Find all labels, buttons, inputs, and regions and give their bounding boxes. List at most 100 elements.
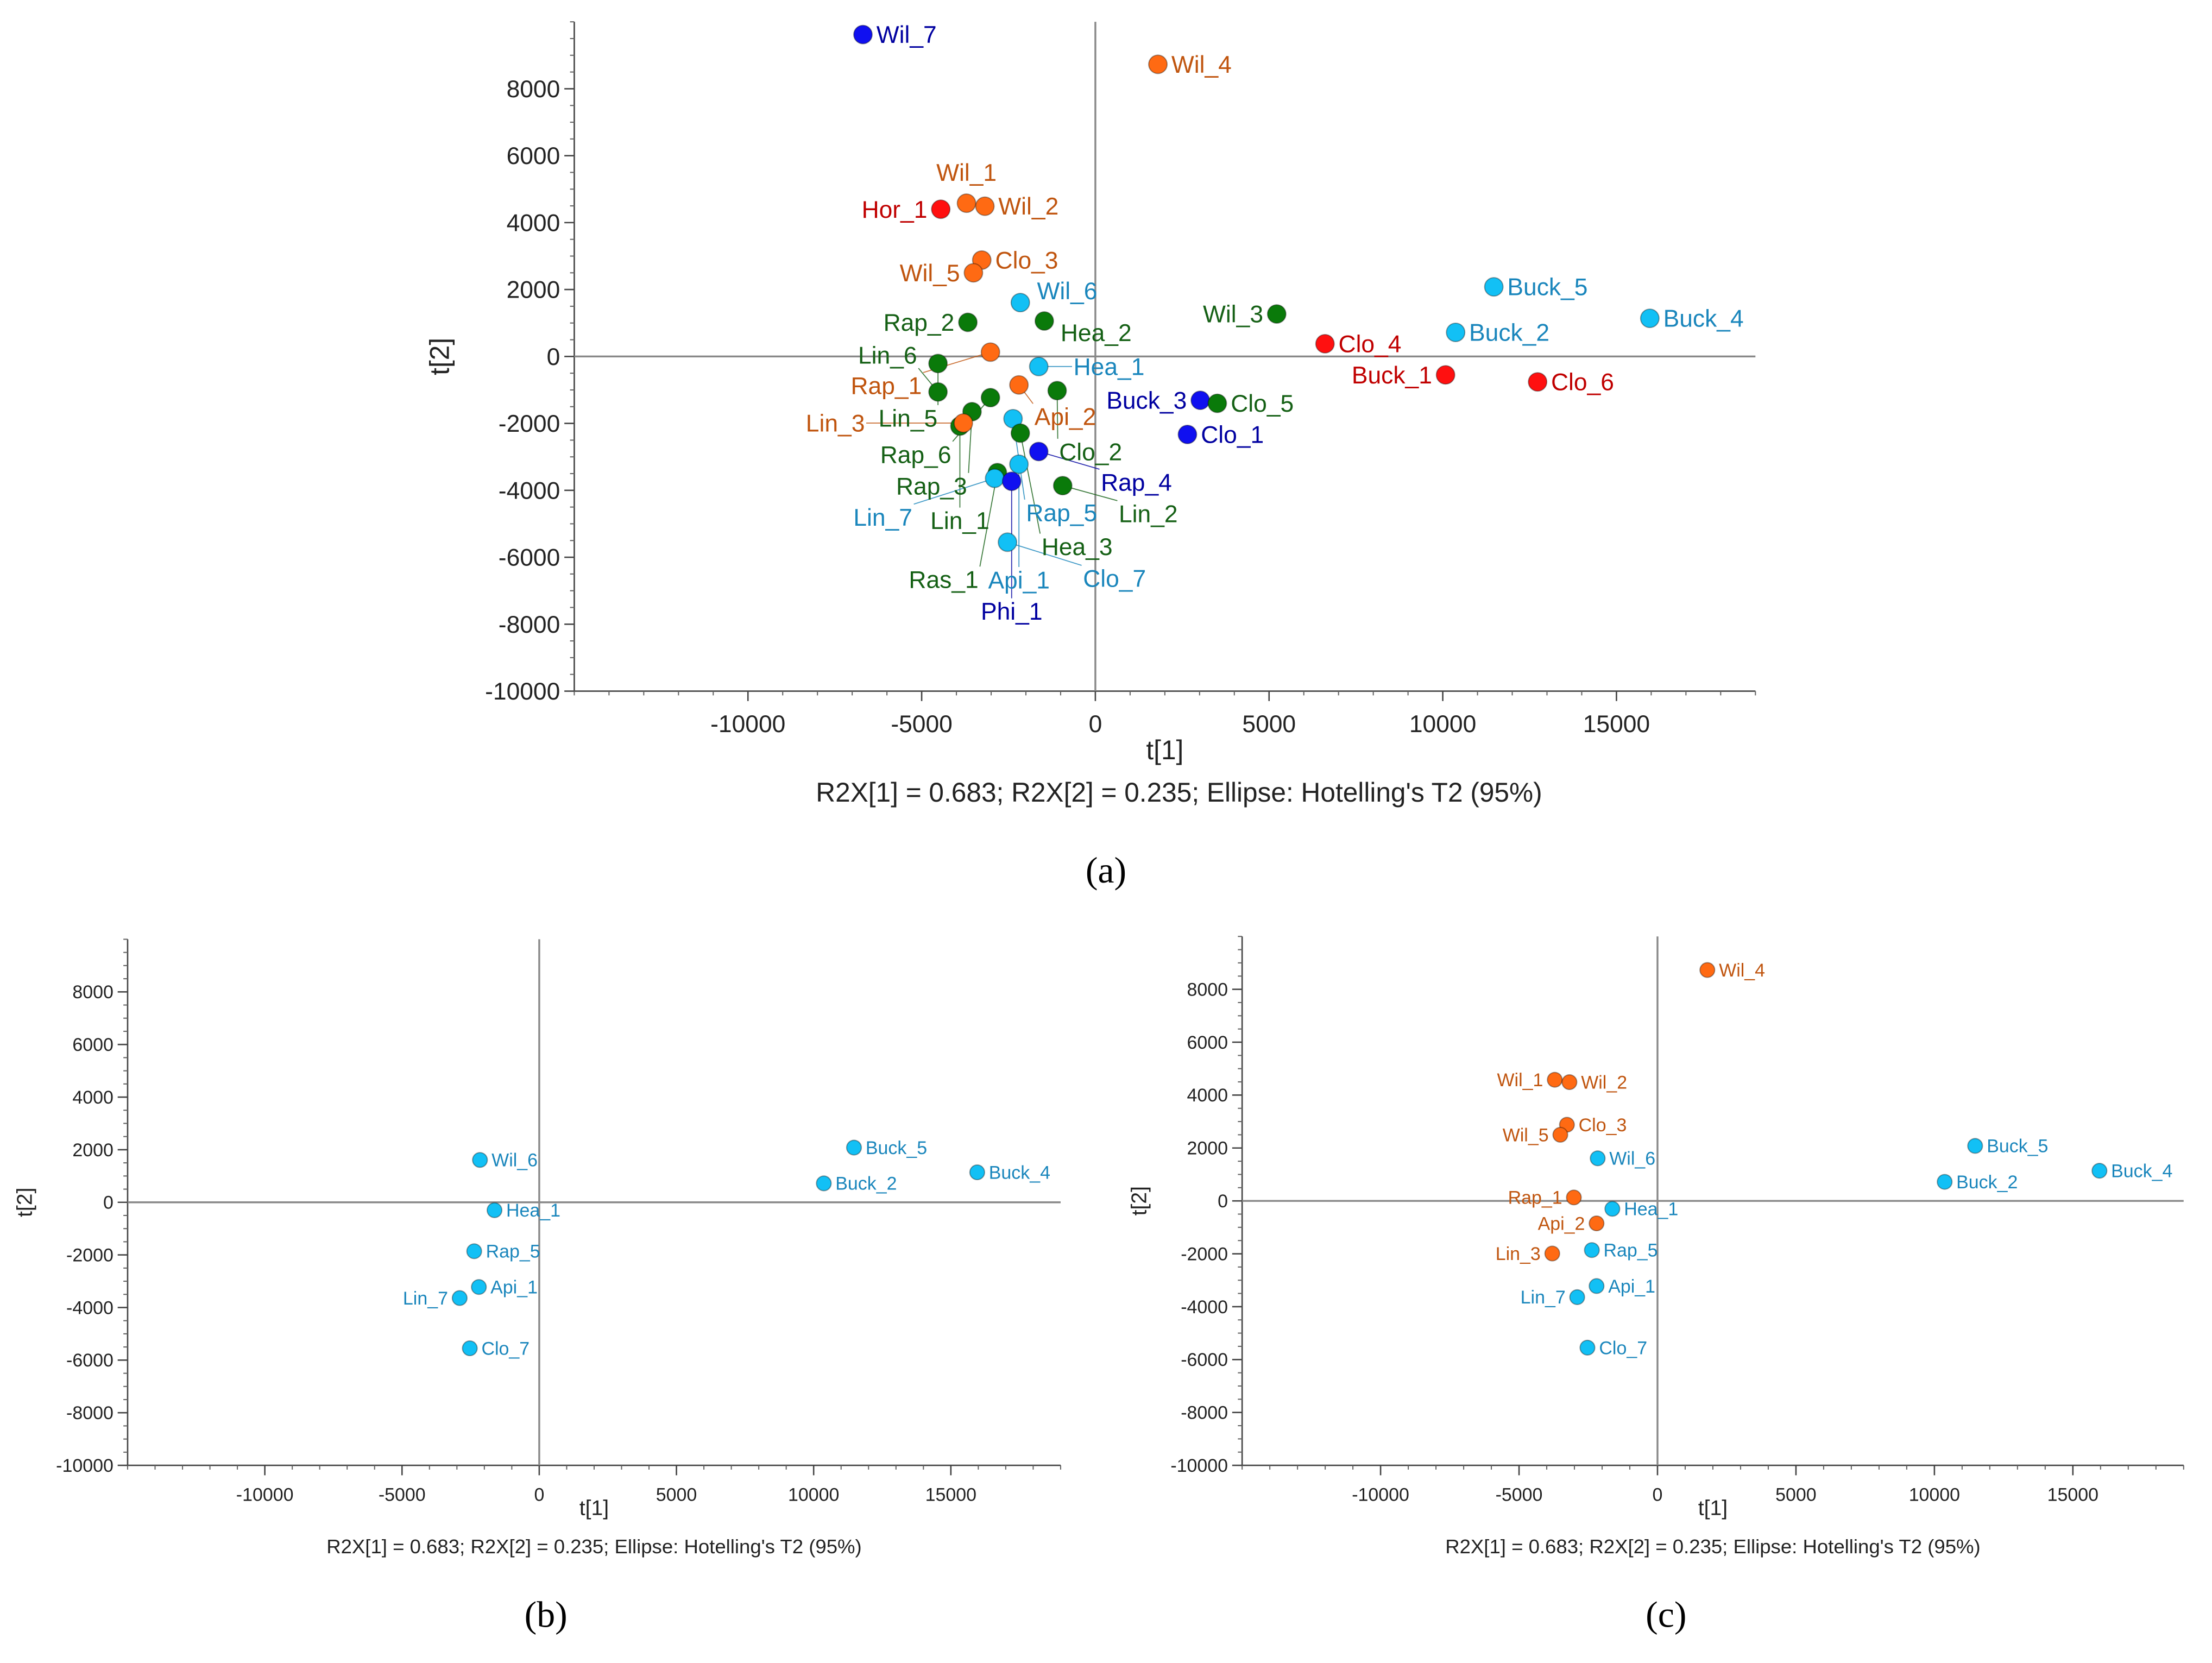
data-label: Wil_6 [1037,278,1098,305]
y-tick-label: 0 [1218,1191,1228,1212]
data-point-wil_6 [1010,293,1030,313]
data-label: Wil_6 [1609,1149,1655,1169]
data-label: Wil_2 [1581,1072,1627,1093]
data-label: Buck_2 [835,1174,897,1194]
panel-caption: (a) [1086,850,1126,891]
data-point-clo_7 [998,532,1018,552]
data-label: Lin_7 [403,1288,448,1309]
y-tick-label: -10000 [1170,1456,1228,1476]
scatter-panel-c: -10000 -8000 -6000 -4000 -2000 0 2000 4000 6000 8… [1128,936,2184,1635]
y-tick-label: -10000 [485,678,560,705]
x-axis-label: t[1] [579,1496,609,1520]
y-tick-label: -4000 [499,477,560,504]
data-label: Wil_6 [491,1150,538,1171]
y-axis-label: t[2] [1128,1186,1151,1215]
data-label: Api_2 [1035,404,1096,431]
data-point-rap_2 [958,312,978,332]
data-label: Clo_4 [1339,331,1402,357]
data-point-hor_1 [931,199,951,219]
x-tick-label: 5000 [1242,711,1296,738]
data-point-buck_4 [1640,308,1660,329]
data-label: Lin_3 [1496,1244,1541,1264]
data-label: Rap_2 [884,310,955,336]
data-point-lin_3 [1544,1245,1560,1262]
x-tick-label: 15000 [925,1484,976,1505]
data-label: Clo_7 [1599,1338,1647,1358]
label-leader-line [1007,541,1082,566]
y-tick-label: 8000 [1187,979,1228,1000]
data-point-buck_3 [1190,390,1211,411]
x-tick-label: -10000 [1352,1484,1409,1505]
y-axis-label: t[2] [425,338,455,375]
data-point-lin_7 [451,1290,468,1306]
data-label: Lin_3 [806,411,865,437]
data-label: Clo_2 [1059,439,1122,465]
y-tick-label: -2000 [66,1245,114,1265]
data-label: Buck_5 [1507,274,1587,301]
data-point-api_2 [1589,1215,1605,1232]
data-point-hea_1 [1604,1201,1621,1217]
data-point-wil_7 [853,24,873,45]
data-point-lin_7 [1569,1289,1585,1306]
x-axis-label: t[1] [1698,1496,1728,1520]
data-label: Api_1 [988,568,1050,594]
panel-caption: (b) [525,1595,568,1635]
data-label: Wil_3 [1203,301,1263,328]
y-tick-label: -2000 [499,411,560,437]
data-label: Lin_6 [858,342,917,369]
data-label: Lin_7 [853,505,912,531]
y-tick-label: 6000 [507,143,560,169]
y-tick-label: 4000 [1187,1085,1228,1106]
data-label: Rap_5 [1604,1240,1658,1261]
y-tick-label: -10000 [56,1456,114,1476]
data-point-buck_5 [846,1139,862,1156]
data-label: Buck_1 [1352,362,1432,389]
label-leader-line [1062,485,1118,501]
chart-footer: R2X[1] = 0.683; R2X[2] = 0.235; Ellipse:… [326,1535,862,1558]
data-label: Clo_5 [1231,390,1294,417]
data-label: Hea_1 [506,1200,560,1221]
data-point-clo_6 [1528,372,1548,392]
chart-footer: R2X[1] = 0.683; R2X[2] = 0.235; Ellipse:… [816,777,1542,808]
label-leader-line [1038,451,1100,470]
data-label: Buck_5 [866,1138,927,1158]
data-label: Wil_4 [1171,52,1232,78]
y-tick-label: -8000 [499,612,560,638]
y-tick-label: -4000 [1181,1297,1228,1318]
y-tick-label: -6000 [1181,1350,1228,1370]
data-label: Clo_7 [1083,565,1146,592]
data-point-buck_4 [969,1164,985,1181]
data-point-hea_1 [1029,356,1049,376]
data-point-clo_7 [1579,1339,1596,1356]
data-label: Hea_2 [1061,320,1132,347]
y-tick-label: 4000 [72,1087,114,1108]
data-label: Buck_5 [1987,1136,2048,1157]
data-label: Rap_5 [1026,500,1097,526]
data-label: Clo_3 [995,247,1058,274]
y-tick-label: 6000 [72,1035,114,1055]
data-point-wil_3 [1266,304,1287,324]
data-label: Api_2 [1538,1213,1585,1234]
x-tick-label: 10000 [1909,1484,1960,1505]
data-label: Buck_2 [1469,320,1549,347]
data-label: Wil_5 [1503,1125,1549,1145]
label-leader-line [979,472,998,567]
data-label: Clo_6 [1551,369,1614,396]
data-point-wil_1 [956,193,976,213]
x-tick-label: 15000 [2047,1484,2098,1505]
data-point-api_1 [471,1279,487,1295]
x-tick-label: 0 [1089,711,1102,738]
data-point-buck_2 [1446,322,1466,343]
data-label: Hea_3 [1042,534,1113,560]
data-point-api_1 [1589,1278,1605,1294]
data-label: Rap_4 [1101,470,1172,496]
data-point-buck_5 [1484,277,1504,297]
data-label: Buck_4 [989,1162,1050,1183]
data-point-buck_4 [2091,1163,2108,1179]
chart-footer: R2X[1] = 0.683; R2X[2] = 0.235; Ellipse:… [1445,1535,1981,1558]
x-tick-label: -10000 [236,1484,294,1505]
label-leader-line [1019,433,1041,534]
data-label: Wil_1 [936,160,997,186]
data-point-rap_5 [1584,1242,1600,1258]
